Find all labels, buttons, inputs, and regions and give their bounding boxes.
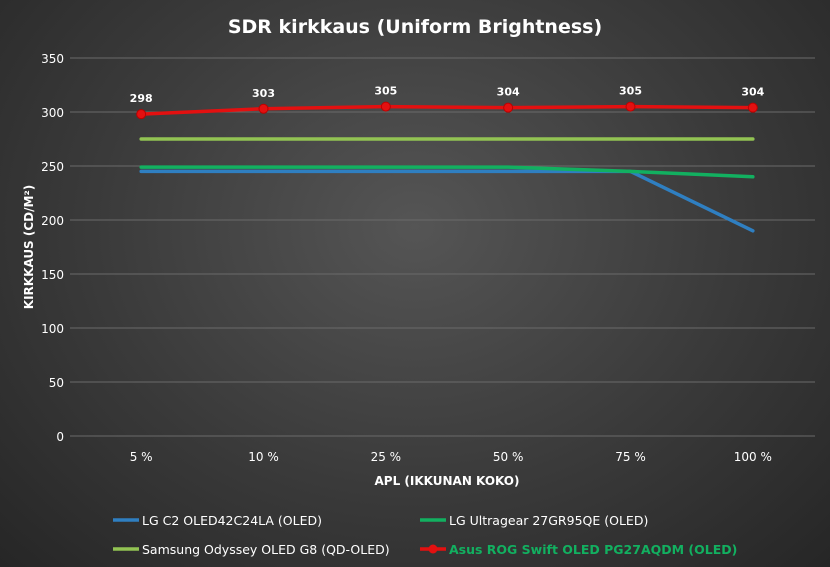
y-tick-label: 150 — [41, 268, 64, 282]
y-tick-label: 100 — [41, 322, 64, 336]
data-label: 298 — [130, 92, 153, 105]
data-point — [747, 102, 758, 113]
series-line-3 — [139, 104, 755, 116]
data-label: 304 — [497, 86, 520, 99]
data-label: 305 — [374, 85, 397, 98]
y-tick-label: 0 — [56, 430, 64, 444]
data-label: 304 — [741, 86, 764, 99]
y-axis-label: KIRKKAUS (CD/M²) — [22, 185, 36, 309]
data-point — [258, 103, 269, 114]
x-tick-label: 5 % — [130, 450, 153, 464]
gridlines — [70, 57, 815, 437]
legend-marker — [428, 544, 438, 554]
legend-label: Samsung Odyssey OLED G8 (QD-OLED) — [142, 542, 390, 557]
series-lines: 298 303 305 304 305 304 — [130, 85, 765, 233]
data-point — [503, 102, 514, 113]
data-point — [380, 101, 391, 112]
legend-item: LG Ultragear 27GR95QE (OLED) — [420, 513, 648, 528]
legend-label: Asus ROG Swift OLED PG27AQDM (OLED) — [449, 542, 737, 557]
data-point — [625, 101, 636, 112]
x-axis-label: APL (IKKUNAN KOKO) — [375, 474, 520, 488]
series-line-1 — [139, 165, 755, 179]
chart-title: SDR kirkkaus (Uniform Brightness) — [228, 16, 602, 38]
legend-label: LG Ultragear 27GR95QE (OLED) — [449, 513, 648, 528]
x-tick-label: 75 % — [615, 450, 646, 464]
x-axis-ticks: 5 % 10 % 25 % 50 % 75 % 100 % — [130, 450, 772, 464]
y-tick-label: 350 — [41, 52, 64, 66]
y-tick-label: 250 — [41, 160, 64, 174]
legend: LG C2 OLED42C24LA (OLED) LG Ultragear 27G… — [113, 513, 737, 557]
series-line-0 — [139, 169, 755, 233]
y-tick-label: 300 — [41, 106, 64, 120]
legend-item: Samsung Odyssey OLED G8 (QD-OLED) — [113, 542, 390, 557]
data-label: 305 — [619, 85, 642, 98]
data-point — [136, 109, 147, 120]
y-tick-label: 50 — [49, 376, 64, 390]
legend-item: Asus ROG Swift OLED PG27AQDM (OLED) — [420, 542, 737, 557]
x-tick-label: 25 % — [371, 450, 402, 464]
data-label: 303 — [252, 87, 275, 100]
legend-item: LG C2 OLED42C24LA (OLED) — [113, 513, 322, 528]
x-tick-label: 10 % — [248, 450, 279, 464]
x-tick-label: 50 % — [493, 450, 524, 464]
y-axis-ticks: 0 50 100 150 200 250 300 350 — [41, 52, 64, 444]
y-tick-label: 200 — [41, 214, 64, 228]
x-tick-label: 100 % — [734, 450, 772, 464]
legend-label: LG C2 OLED42C24LA (OLED) — [142, 513, 322, 528]
